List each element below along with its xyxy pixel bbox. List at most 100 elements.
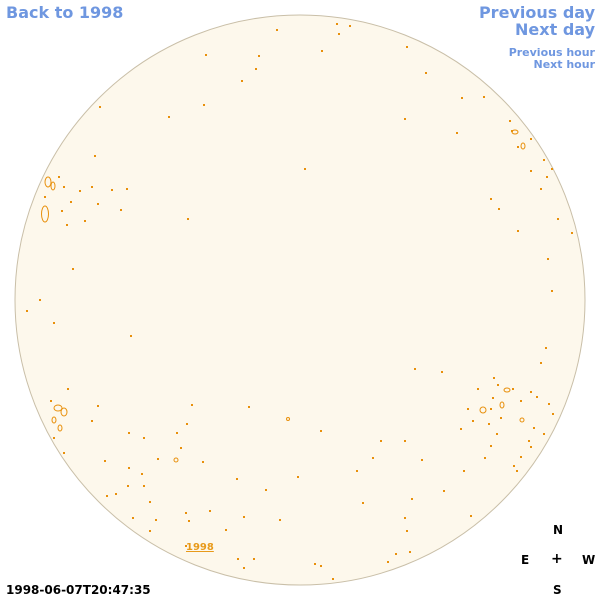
contour-speck <box>520 400 522 402</box>
contour-speck <box>111 189 113 191</box>
contour-speck <box>520 456 522 458</box>
contour-speck <box>332 578 334 580</box>
contour-speck <box>253 558 255 560</box>
contour-speck <box>58 176 60 178</box>
contour-speck <box>509 120 511 122</box>
contour-speck <box>63 186 65 188</box>
contour-speck <box>411 498 413 500</box>
contour-speck <box>500 417 502 419</box>
previous-hour-link[interactable]: Previous hour <box>508 46 595 59</box>
compass-east: E <box>521 553 530 567</box>
contour-speck <box>516 470 518 472</box>
contour-speck <box>202 461 204 463</box>
contour-speck <box>241 80 243 82</box>
compass-west: W <box>582 553 596 567</box>
contour-speck <box>484 457 486 459</box>
contour-speck <box>97 405 99 407</box>
contour-speck <box>517 146 519 148</box>
contour-speck <box>53 437 55 439</box>
contour-speck <box>533 427 535 429</box>
contour-speck <box>547 258 549 260</box>
observation-timestamp: 1998-06-07T20:47:35 <box>6 583 151 597</box>
contour-speck <box>395 553 397 555</box>
contour-speck <box>472 420 474 422</box>
contour-speck <box>406 46 408 48</box>
contour-speck <box>540 362 542 364</box>
contour <box>44 176 52 188</box>
contour-speck <box>546 176 548 178</box>
contour <box>41 205 49 223</box>
contour-speck <box>84 220 86 222</box>
contour-speck <box>349 25 351 27</box>
contour-speck <box>115 493 117 495</box>
contour-speck <box>128 432 130 434</box>
contour-speck <box>492 397 494 399</box>
contour-speck <box>191 404 193 406</box>
contour-speck <box>176 432 178 434</box>
contour-speck <box>157 458 159 460</box>
compass-north: N <box>553 523 564 537</box>
contour <box>60 407 68 417</box>
contour-speck <box>120 209 122 211</box>
compass-south: S <box>553 583 562 597</box>
contour-speck <box>94 155 96 157</box>
contour-speck <box>297 476 299 478</box>
contour-speck <box>205 54 207 56</box>
contour-speck <box>460 428 462 430</box>
contour-speck <box>536 396 538 398</box>
next-day-link[interactable]: Next day <box>515 20 595 39</box>
year-map-link[interactable]: 1998 <box>186 542 214 553</box>
contour-speck <box>79 190 81 192</box>
contour-speck <box>66 224 68 226</box>
contour-speck <box>243 516 245 518</box>
contour-speck <box>488 423 490 425</box>
contour-speck <box>552 413 554 415</box>
contour-speck <box>279 519 281 521</box>
contour-speck <box>528 440 530 442</box>
contour-speck <box>530 138 532 140</box>
contour-speck <box>483 96 485 98</box>
contour-speck <box>126 188 128 190</box>
contour-speck <box>372 457 374 459</box>
contour <box>286 417 290 421</box>
contour-speck <box>545 347 547 349</box>
previous-day-link[interactable]: Previous day <box>478 3 595 22</box>
contour-speck <box>490 408 492 410</box>
contour <box>503 387 511 393</box>
contour-group <box>41 129 526 463</box>
contour-speck <box>406 530 408 532</box>
contour <box>50 181 56 191</box>
contour-speck <box>237 558 239 560</box>
contour-speck <box>490 445 492 447</box>
contour-speck <box>530 170 532 172</box>
contour <box>173 457 179 463</box>
contour-speck <box>149 501 151 503</box>
contour-speck <box>99 106 101 108</box>
contour-speck <box>304 168 306 170</box>
contour-speck <box>61 210 63 212</box>
contour-speck <box>404 118 406 120</box>
contour-speck <box>404 440 406 442</box>
next-hour-link[interactable]: Next hour <box>533 58 596 71</box>
contour-speck <box>104 460 106 462</box>
contour-speck <box>551 290 553 292</box>
contour-speck <box>243 567 245 569</box>
small-contour-group <box>26 23 573 580</box>
contour-speck <box>530 391 532 393</box>
contour-speck <box>67 388 69 390</box>
contour <box>51 416 57 424</box>
contour-speck <box>39 299 41 301</box>
back-to-year-link[interactable]: Back to 1998 <box>6 3 124 22</box>
contour-speck <box>490 198 492 200</box>
contour-speck <box>409 551 411 553</box>
contour-speck <box>209 510 211 512</box>
contour-speck <box>180 447 182 449</box>
contour-speck <box>128 467 130 469</box>
contour-speck <box>132 517 134 519</box>
contour-speck <box>26 310 28 312</box>
contour-speck <box>187 218 189 220</box>
contour-speck <box>493 377 495 379</box>
contour-speck <box>425 72 427 74</box>
solar-disk <box>14 14 586 586</box>
contour-speck <box>321 50 323 52</box>
